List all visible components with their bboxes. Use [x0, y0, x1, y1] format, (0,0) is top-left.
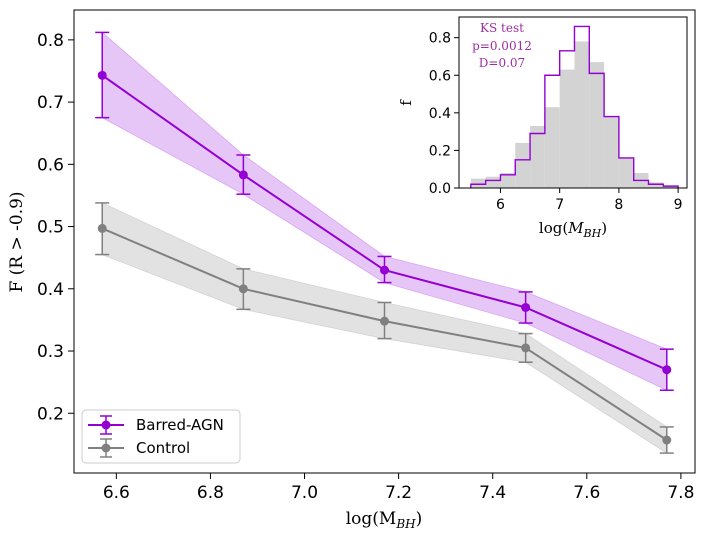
- inset-y-tick-label: 0.2: [429, 143, 451, 159]
- data-point-barred: [97, 70, 107, 80]
- x-tick-label: 6.8: [197, 483, 224, 503]
- inset-bar-control: [485, 176, 501, 188]
- data-point-control: [238, 284, 248, 294]
- inset-histogram: 6 7 8 9 0.0 0.2 0.4 0.6 0.8 log(MBH) f KS test …: [397, 16, 688, 240]
- inset-bar-control: [515, 142, 531, 188]
- legend-marker-barred: [101, 420, 111, 430]
- ks-test-title: KS test: [480, 21, 524, 35]
- main-plot: 6.6 6.8 7.0 7.2 7.4 7.6 7.8 0.2 0.3 0.4 0.5 0.6 0.7…: [7, 9, 696, 531]
- inset-bar-control: [470, 178, 486, 188]
- inset-y-ticks: 0.0 0.2 0.4 0.6 0.8: [429, 31, 459, 197]
- y-tick-label: 0.8: [37, 31, 64, 51]
- x-tick-label: 7.4: [479, 483, 506, 503]
- y-tick-label: 0.7: [37, 93, 64, 113]
- legend-entry-barred-agn: Barred-AGN: [88, 415, 224, 435]
- x-tick-label: 7.0: [291, 483, 318, 503]
- inset-barred-step-line: [470, 25, 679, 188]
- x-tick-label: 7.6: [573, 483, 600, 503]
- legend-label-barred: Barred-AGN: [136, 416, 224, 434]
- data-point-barred: [521, 302, 531, 312]
- legend-box: [81, 409, 241, 464]
- inset-bar-control: [574, 41, 590, 188]
- inset-y-tick-label: 0.0: [429, 181, 451, 197]
- main-x-ticks: 6.6 6.8 7.0 7.2 7.4 7.6 7.8: [103, 473, 694, 503]
- inset-bar-control: [604, 116, 619, 188]
- ks-test-dstat: D=0.07: [479, 56, 525, 70]
- inset-x-tick-label: 6: [496, 197, 505, 213]
- x-tick-label: 6.6: [103, 483, 130, 503]
- inset-bar-control: [663, 186, 679, 188]
- inset-y-tick-label: 0.4: [429, 106, 451, 122]
- data-point-control: [662, 435, 672, 445]
- legend-label-control: Control: [136, 439, 190, 457]
- inset-x-axis-label: log(MBH): [539, 219, 607, 240]
- data-point-barred: [238, 170, 248, 180]
- data-point-barred: [662, 365, 672, 375]
- inset-bar-control: [648, 182, 664, 188]
- y-tick-label: 0.4: [37, 280, 64, 300]
- inset-y-tick-label: 0.6: [429, 68, 451, 84]
- data-point-barred: [380, 265, 389, 275]
- inset-bar-control: [559, 69, 575, 188]
- legend-marker-control: [101, 443, 111, 453]
- data-markers: [97, 70, 672, 445]
- inset-bar-control: [618, 157, 634, 188]
- data-point-control: [521, 343, 531, 353]
- inset-x-tick-label: 7: [555, 197, 564, 213]
- legend: Barred-AGN Control: [81, 409, 241, 464]
- y-tick-label: 0.6: [37, 155, 64, 175]
- inset-bar-control: [530, 125, 545, 188]
- inset-bar-control: [589, 62, 605, 188]
- main-y-axis-label: F (R > -0.9): [7, 191, 27, 292]
- main-x-axis-label: log(MBH): [346, 509, 423, 531]
- main-y-ticks: 0.2 0.3 0.4 0.5 0.6 0.7 0.8: [37, 31, 74, 424]
- inset-x-tick-label: 8: [614, 197, 623, 213]
- ks-test-annotation: KS test p=0.0012 D=0.07: [472, 21, 532, 70]
- y-tick-label: 0.2: [37, 404, 64, 424]
- inset-x-ticks: 6 7 8 9: [496, 188, 683, 213]
- x-tick-label: 7.8: [667, 483, 694, 503]
- main-plot-frame: [73, 9, 696, 474]
- inset-control-bars: [470, 41, 679, 188]
- inset-frame: [458, 16, 688, 189]
- ks-test-pvalue: p=0.0012: [472, 39, 532, 53]
- y-tick-label: 0.3: [37, 342, 64, 362]
- inset-bar-control: [544, 107, 560, 188]
- inset-y-axis-label: f: [397, 99, 415, 106]
- data-point-control: [380, 316, 389, 326]
- inset-y-tick-label: 0.8: [429, 31, 451, 47]
- inset-bar-control: [500, 172, 516, 188]
- data-point-control: [97, 223, 107, 233]
- legend-entry-control: Control: [88, 438, 190, 458]
- inset-x-tick-label: 9: [674, 197, 683, 213]
- y-tick-label: 0.5: [37, 218, 64, 238]
- x-tick-label: 7.2: [385, 483, 412, 503]
